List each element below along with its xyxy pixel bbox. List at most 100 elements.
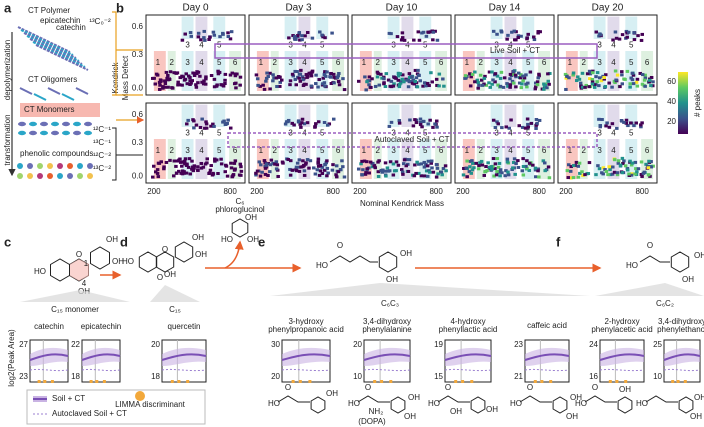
region-number: 5 [423, 58, 428, 67]
ring-highlight [70, 259, 89, 281]
hexbin [196, 168, 200, 172]
hexbin [635, 170, 639, 174]
hexbin [536, 30, 541, 34]
region-number: 4 [508, 58, 513, 67]
hexbin [443, 164, 448, 168]
region-number: 2 [582, 146, 587, 155]
hexbin [203, 126, 207, 130]
hexbin [609, 165, 613, 169]
hexbin [235, 72, 239, 76]
hexbin [373, 84, 378, 88]
hexbin [620, 73, 624, 77]
region-number: 3 [597, 129, 602, 138]
hexbin [602, 75, 606, 79]
polymer-chain [20, 29, 74, 56]
atom-label: OH [570, 393, 582, 402]
hexbin [651, 164, 655, 168]
hexbin [336, 74, 340, 78]
hexbin [398, 72, 402, 76]
hexbin [157, 87, 162, 91]
hexbin [534, 123, 538, 127]
hexbin [222, 119, 226, 123]
hexbin [435, 125, 439, 129]
hexbin [413, 80, 418, 84]
hexbin [429, 161, 433, 165]
region-number: 5 [320, 129, 325, 138]
hexbin [622, 120, 626, 124]
hexbin [323, 70, 327, 74]
hexbin [400, 79, 404, 83]
region-number: 3 [597, 58, 602, 67]
ring [310, 396, 326, 414]
hexbin [632, 38, 637, 42]
hexbin [417, 162, 421, 166]
region-number: 4 [199, 146, 204, 155]
hexbin [184, 171, 189, 175]
hexbin [407, 72, 412, 76]
region-band [538, 139, 551, 179]
hexbin [257, 160, 261, 164]
hexbin [596, 164, 600, 168]
hexbin [272, 76, 276, 80]
atom-label: HO [221, 235, 233, 244]
hexbin [524, 164, 528, 168]
hexbin [299, 165, 303, 169]
region-number: 5 [423, 41, 428, 50]
hexbin [488, 85, 492, 89]
hexbin [209, 124, 213, 128]
hexbin [406, 169, 411, 173]
hexbin [283, 122, 288, 126]
region-band [579, 51, 588, 91]
hexbin [266, 75, 270, 79]
hexbin [424, 169, 429, 173]
monomer [29, 130, 37, 136]
hexbin [500, 126, 504, 130]
hexbin [607, 125, 612, 129]
hexbin [174, 71, 178, 75]
hexbin [575, 79, 579, 83]
hexbin [383, 85, 388, 89]
region-band [153, 139, 166, 179]
hexbin [155, 73, 160, 77]
region-number: 5 [526, 58, 531, 67]
hexbin [301, 165, 305, 169]
hexbin [492, 174, 496, 178]
hexbin [365, 160, 369, 164]
hexbin [511, 161, 516, 165]
hexbin [639, 160, 644, 164]
hexbin [581, 85, 585, 89]
hexbin [476, 167, 481, 171]
compound-label: 3,4-dihydroxy [658, 317, 704, 326]
x-tick-label: 200 [456, 187, 470, 196]
hexbin [301, 78, 305, 82]
hexbin [239, 165, 243, 169]
hexbin [399, 38, 404, 42]
hexbin [419, 174, 424, 178]
hexbin [595, 80, 599, 84]
hexbin [221, 31, 225, 35]
atom-label: 1 [84, 259, 89, 268]
hexbin [478, 161, 482, 165]
region-band [641, 139, 654, 179]
region-band [387, 16, 400, 39]
region-number: 3 [288, 58, 293, 67]
hexbin [413, 163, 417, 167]
region-number: 4 [405, 146, 410, 155]
hexbin [302, 122, 307, 126]
hexbin [427, 169, 431, 173]
region-band [181, 51, 194, 91]
ring [231, 218, 249, 238]
hexbin [493, 162, 498, 166]
hexbin [624, 29, 629, 33]
hexbin [487, 165, 492, 169]
atom-label: OH [164, 270, 176, 279]
hexbin [290, 121, 294, 125]
region-number: 1 [156, 58, 161, 67]
hexbin [264, 79, 268, 83]
hexbin [209, 74, 214, 78]
region-band [419, 51, 432, 91]
y-tick-label: 21 [514, 372, 523, 381]
hexbin [548, 71, 552, 75]
hexbin [384, 174, 388, 178]
y-tick-label: 16 [589, 372, 598, 381]
